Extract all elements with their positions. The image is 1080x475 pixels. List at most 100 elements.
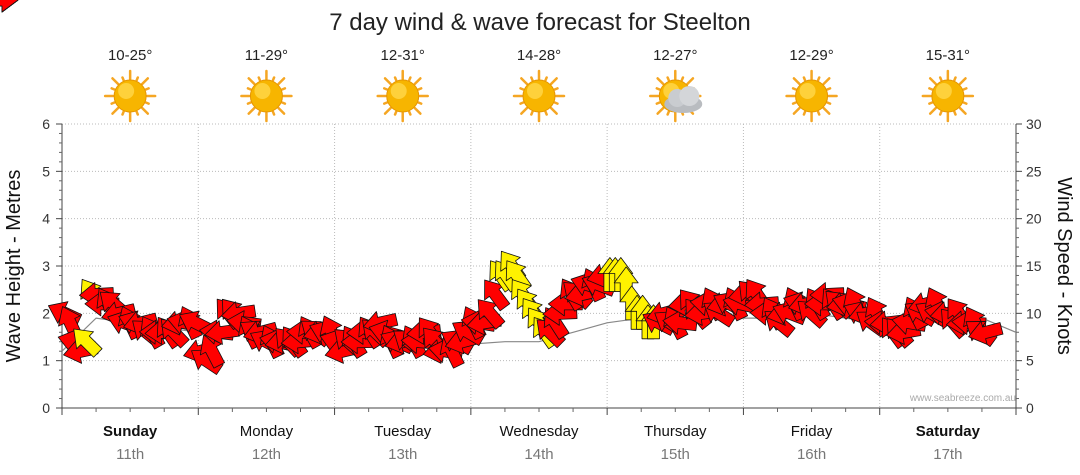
sun-ray [140,106,150,115]
sun-ray [413,77,422,86]
temperature-range: 12-31° [381,47,425,64]
sun-ray [393,110,398,116]
day-label: Sunday [103,423,158,440]
sun-ray [280,101,287,105]
day-label: Thursday [644,423,707,440]
day-label: Saturday [916,423,981,440]
sun-ray [530,76,534,82]
sun-ray [144,101,150,105]
sun-ray [666,76,671,82]
sun-ray [549,106,558,115]
credit-text: www.seabreeze.com.au [909,393,1016,404]
sun-ray [826,101,832,105]
sun-ray [121,110,125,116]
sun-ray [791,87,798,91]
sun-icon [240,69,293,123]
y-right-tick-label: 15 [1026,258,1042,274]
sun-ray [407,76,412,82]
sun-ray [656,77,665,86]
wind-arrow-shape [477,299,506,330]
sun-ray [111,77,120,86]
sun-ray [135,76,140,82]
sun-ray [816,110,821,116]
sun-ray [680,76,685,82]
date-label: 13th [388,446,417,463]
cloud-icon [664,86,703,113]
date-label: 14th [524,446,553,463]
sun-ray [666,110,671,116]
wind-arrow [484,279,511,312]
sun-ray [111,106,120,115]
sun-ray [826,87,832,91]
y-left-tick-label: 4 [42,211,50,227]
sun-ray [257,110,262,116]
sun-highlight [527,83,543,99]
y-left-tick-label: 0 [42,400,50,416]
temperature-range: 12-29° [789,47,833,64]
sun-ray [519,101,525,105]
sun-ray [519,87,525,91]
wind-arrow [0,0,19,13]
sun-ray [407,110,412,116]
cloud-puff [679,86,700,106]
sun-ray [958,106,967,115]
sun-ray [962,87,968,91]
sun-ray [928,106,938,115]
sun-ray [553,101,559,105]
sun-ray [257,76,262,82]
partly-cloudy-icon [649,69,703,123]
chart-title: 7 day wind & wave forecast for Steelton [329,9,751,36]
temperature-range: 12-27° [653,47,697,64]
y-left-tick-label: 3 [42,258,50,274]
sun-ray [958,77,967,86]
y-right-tick-label: 20 [1026,211,1042,227]
y-right-tick-label: 0 [1026,400,1034,416]
sun-ray [382,87,389,91]
date-label: 16th [797,446,826,463]
sun-ray [792,77,801,86]
date-label: 12th [252,446,281,463]
sun-ray [549,77,558,86]
sun-highlight [254,83,271,99]
sun-ray [802,76,807,82]
sun-ray [686,77,695,86]
sun-ray [277,106,286,115]
date-label: 15th [661,446,690,463]
sun-ray [938,76,943,82]
sun-ray [271,110,276,116]
sun-highlight [935,83,952,99]
wind-arrow-shape [484,279,511,312]
day-labels: Sunday 11th Monday 12th Tuesday 13th Wednesday… [103,423,981,463]
day-label: Tuesday [374,423,431,440]
sun-ray [553,87,559,91]
sun-ray [816,76,821,82]
sun-ray [382,101,389,105]
sun-ray [280,87,287,91]
sun-ray [110,101,116,105]
day-label: Friday [791,423,833,440]
sun-ray [544,110,548,116]
sun-icon [512,69,566,123]
sun-ray [144,87,150,91]
sun-ray [928,101,934,105]
sun-ray [135,110,140,116]
y-left-axis-title: Wave Height - Metres [3,170,25,363]
sun-highlight [118,83,135,99]
day-label: Wednesday [500,423,579,440]
sun-ray [520,77,529,86]
sun-icon [103,69,157,123]
y-right-tick-label: 5 [1026,353,1034,369]
wind-arrow-shape [968,320,1004,345]
wind-arrow [968,320,1004,345]
sun-ray [656,106,665,115]
sun-ray [247,77,256,86]
sun-ray [417,87,423,91]
date-label: 11th [116,446,144,463]
sun-ray [277,77,286,86]
sun-ray [938,110,943,116]
sun-ray [655,101,661,105]
sun-highlight [390,83,407,99]
y-left-tick-label: 6 [42,116,50,132]
temperature-range: 14-28° [517,47,561,64]
sun-ray [121,76,125,82]
